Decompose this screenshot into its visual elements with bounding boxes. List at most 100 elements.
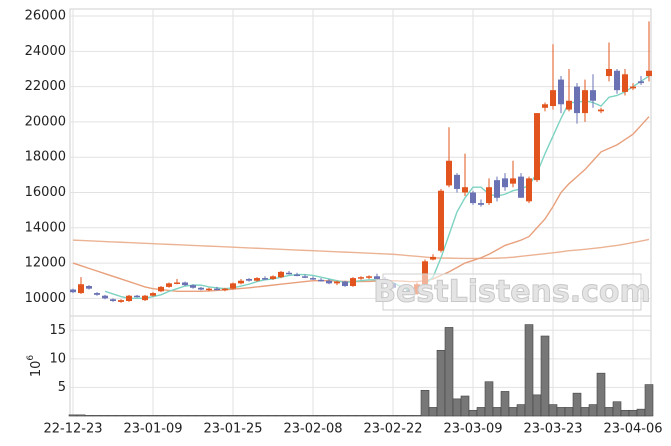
volume-bar <box>444 327 454 417</box>
y-tick-label: 22000 <box>25 79 66 94</box>
candle-body <box>510 178 516 184</box>
candle-body <box>486 187 492 204</box>
volume-frame <box>69 315 652 417</box>
volume-bar <box>332 415 342 417</box>
volume-bar <box>636 408 646 417</box>
volume-bar <box>148 415 158 417</box>
candle-body <box>350 278 356 287</box>
volume-bar <box>572 392 582 417</box>
candle-body <box>302 276 308 278</box>
candle-body <box>118 300 124 302</box>
candle-body <box>422 261 428 285</box>
candle-body <box>78 284 84 294</box>
candle-body <box>334 281 340 284</box>
y-tick-label: 20000 <box>25 114 66 129</box>
candle-body <box>582 90 588 114</box>
volume-bar <box>532 394 542 417</box>
x-tick-label: 23-03-23 <box>523 422 582 437</box>
watermark-box <box>382 273 642 311</box>
watermark: BestListens.com <box>373 275 651 310</box>
candle-body <box>438 190 444 251</box>
volume-axis-label: 106 <box>26 355 44 378</box>
candle-body <box>598 109 604 112</box>
volume-bar <box>204 415 214 417</box>
candle-body <box>238 280 244 284</box>
volume-bar <box>508 407 518 417</box>
y-tick-label: 12000 <box>25 256 66 271</box>
y-tick-label: 14000 <box>25 220 66 235</box>
candle-body <box>150 293 156 296</box>
volume-bar <box>580 407 590 417</box>
volume-bar <box>596 372 606 417</box>
volume-bar <box>372 415 382 417</box>
volume-bar <box>236 415 246 417</box>
volume-bar <box>180 415 190 417</box>
y-tick-label: 15 <box>49 323 66 338</box>
volume-bar <box>140 415 150 417</box>
y-tick-label: 24000 <box>25 44 66 59</box>
volume-bar <box>556 407 566 417</box>
candle-body <box>638 81 644 84</box>
candle-body <box>430 256 436 260</box>
x-tick-label: 23-02-22 <box>363 422 422 437</box>
volume-bar <box>428 407 438 417</box>
volume-bar <box>588 404 598 417</box>
volume-bar <box>188 415 198 417</box>
candle-body <box>270 276 276 279</box>
candle-body <box>198 287 204 290</box>
candle-body <box>374 276 380 279</box>
candle-body <box>110 299 116 302</box>
volume-bar <box>484 381 494 417</box>
candle-body <box>246 278 252 281</box>
candle-body <box>342 281 348 287</box>
candle-body <box>326 280 332 284</box>
volume-bar <box>420 389 430 417</box>
candle-body <box>174 282 180 284</box>
volume-bar <box>436 349 446 417</box>
candle-body <box>310 278 316 280</box>
volume-bar <box>612 401 622 417</box>
candle-body <box>478 203 484 205</box>
volume-bar <box>276 415 286 417</box>
volume-bar <box>260 415 270 417</box>
candle-body <box>318 279 324 282</box>
candle-body <box>534 113 540 181</box>
volume-bar <box>644 384 654 417</box>
volume-bar <box>156 415 166 417</box>
volume-bar <box>460 395 470 417</box>
candle-body <box>542 104 548 108</box>
volume-bar <box>628 409 638 417</box>
volume-bar <box>100 415 110 417</box>
candle-body <box>462 187 468 193</box>
volume-bar <box>564 407 574 417</box>
candle-body <box>158 286 164 292</box>
volume-bar <box>452 398 462 417</box>
volume-bar <box>220 415 230 417</box>
candle-body <box>558 79 564 105</box>
candle-body <box>470 192 476 204</box>
volume-bar <box>308 415 318 417</box>
volume-bar <box>548 404 558 417</box>
candle-body <box>70 289 76 293</box>
candle-body <box>454 174 460 189</box>
candle-body <box>358 277 364 279</box>
volume-bar <box>108 415 118 417</box>
candle-body <box>590 90 596 101</box>
candle-body <box>646 70 652 77</box>
candle-body <box>86 286 92 289</box>
candle-body <box>502 178 508 188</box>
candle-body <box>262 278 268 280</box>
volume-bar <box>492 407 502 417</box>
candle-body <box>278 271 284 278</box>
x-tick-label: 23-02-08 <box>283 422 342 437</box>
volume-bar <box>252 415 262 417</box>
volume-bar <box>316 415 326 417</box>
candle-body <box>294 274 300 277</box>
volume-bar <box>412 415 422 417</box>
candle-body <box>142 295 148 301</box>
price-frame <box>69 8 652 317</box>
volume-bar <box>356 415 366 417</box>
volume-bar <box>84 415 94 417</box>
moving-average-line <box>72 116 650 292</box>
